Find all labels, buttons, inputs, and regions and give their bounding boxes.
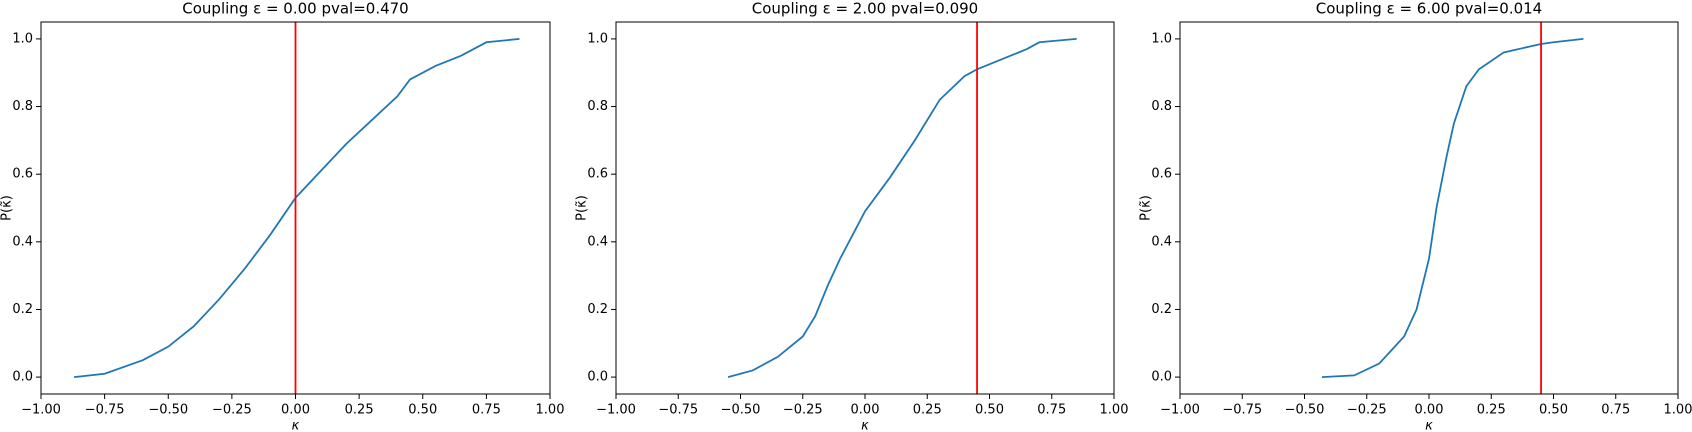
x-tick-label: −1.00: [596, 403, 636, 418]
x-tick-label: 0.25: [1477, 403, 1506, 418]
panel-title: Coupling ε = 2.00 pval=0.090: [752, 0, 978, 18]
y-axis-label: P(κ̃): [0, 195, 15, 221]
x-tick-label: −1.00: [1160, 403, 1200, 418]
x-tick-label: 1.00: [536, 403, 565, 418]
x-tick-label: 0.00: [281, 403, 310, 418]
x-tick-label: 0.25: [345, 403, 374, 418]
x-tick-label: 0.75: [1037, 403, 1066, 418]
y-tick-label: 0.6: [1151, 167, 1172, 182]
ecdf-line: [727, 38, 1077, 378]
y-tick-label: 0.2: [587, 302, 608, 317]
y-tick-label: 0.0: [1151, 370, 1172, 385]
axes-frame: [40, 21, 551, 395]
x-tick-label: −0.25: [212, 403, 252, 418]
x-axis-label: κ: [292, 419, 300, 432]
x-tick-label: 0.75: [1601, 403, 1630, 418]
y-tick-label: 0.2: [12, 302, 33, 317]
x-axis-label: κ: [861, 419, 869, 432]
y-tick-label: 0.8: [587, 99, 608, 114]
y-tick-label: 0.0: [587, 370, 608, 385]
ecdf-line: [1321, 38, 1584, 378]
y-axis-label: P(κ̃): [575, 195, 590, 221]
panel-title: Coupling ε = 0.00 pval=0.470: [182, 0, 408, 18]
x-axis-label: κ: [1425, 419, 1433, 432]
x-tick-label: −0.50: [148, 403, 188, 418]
y-axis-label: P(κ̃): [1139, 195, 1154, 221]
y-tick-label: 0.8: [1151, 99, 1172, 114]
y-tick-label: 0.4: [587, 234, 608, 249]
panel-title: Coupling ε = 6.00 pval=0.014: [1316, 0, 1542, 18]
x-tick-label: 0.00: [1415, 403, 1444, 418]
axes-frame: [1179, 21, 1679, 395]
x-tick-label: 0.50: [1539, 403, 1568, 418]
x-tick-label: −0.50: [721, 403, 761, 418]
axes-frame: [615, 21, 1115, 395]
x-tick-label: −0.75: [85, 403, 125, 418]
x-tick-label: 0.25: [913, 403, 942, 418]
x-tick-label: −0.25: [1347, 403, 1387, 418]
y-tick-label: 0.6: [587, 167, 608, 182]
x-tick-label: −0.50: [1285, 403, 1325, 418]
x-tick-label: 1.00: [1100, 403, 1129, 418]
x-tick-label: −0.75: [1222, 403, 1262, 418]
y-tick-label: 0.2: [1151, 302, 1172, 317]
x-tick-label: −1.00: [21, 403, 61, 418]
y-tick-label: 1.0: [1151, 31, 1172, 46]
x-tick-label: 0.75: [472, 403, 501, 418]
x-tick-label: −0.75: [658, 403, 698, 418]
x-tick-label: −0.25: [783, 403, 823, 418]
x-tick-label: 1.00: [1664, 403, 1692, 418]
x-tick-label: 0.00: [851, 403, 880, 418]
y-tick-label: 1.0: [587, 31, 608, 46]
y-tick-label: 0.0: [12, 370, 33, 385]
x-tick-label: 0.50: [975, 403, 1004, 418]
y-tick-label: 0.4: [1151, 234, 1172, 249]
ecdf-line: [73, 38, 520, 378]
x-tick-label: 0.50: [408, 403, 437, 418]
y-tick-label: 0.6: [12, 167, 33, 182]
y-tick-label: 0.4: [12, 234, 33, 249]
y-tick-label: 1.0: [12, 31, 33, 46]
y-tick-label: 0.8: [12, 99, 33, 114]
